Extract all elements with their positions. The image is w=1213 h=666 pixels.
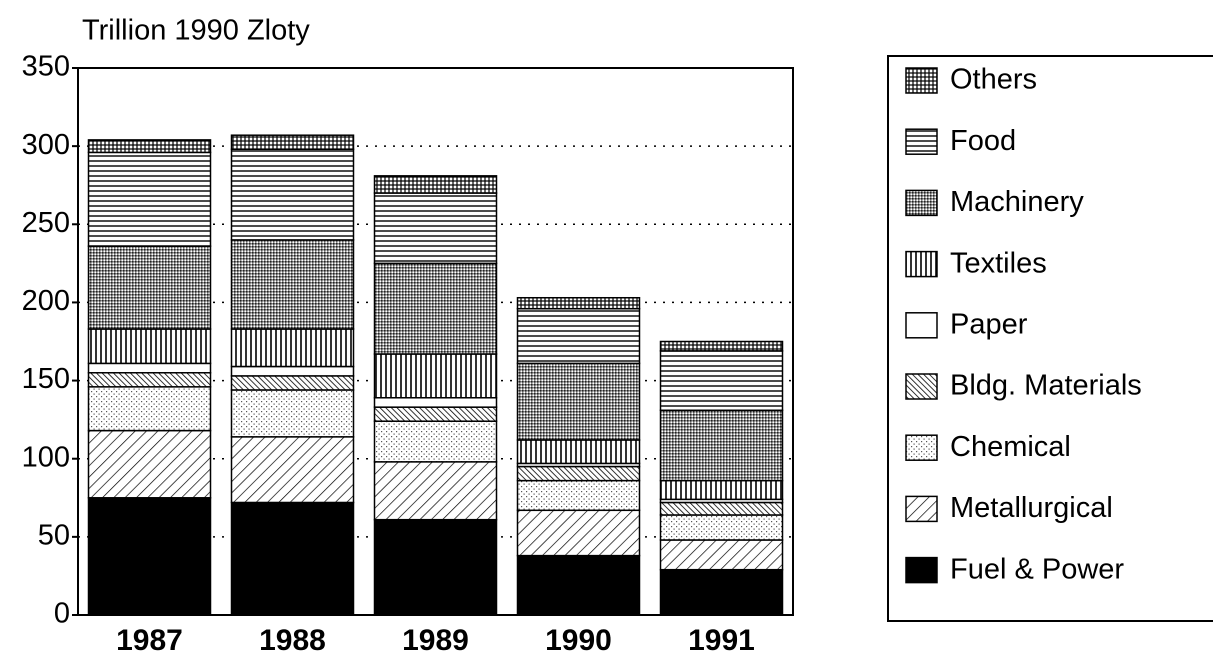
y-tick-label: 100 [22, 441, 70, 473]
bar-segment [659, 479, 784, 501]
bar-segment [373, 397, 498, 408]
legend-swatch [905, 312, 938, 339]
legend-box [887, 55, 1213, 622]
legend-swatch [905, 495, 938, 523]
bar-segment [516, 439, 641, 465]
x-tick-label: 1989 [402, 624, 469, 657]
bar-segment [373, 420, 498, 463]
legend-swatch [905, 128, 938, 155]
legend-label: Metallurgical [950, 492, 1113, 524]
bar-segment [230, 389, 355, 438]
bar-segment [87, 362, 212, 374]
bar-segment [373, 175, 498, 194]
y-tick-label: 150 [22, 363, 70, 395]
bar-segment [373, 353, 498, 399]
bar-segment [87, 328, 212, 365]
bar-segment [516, 509, 641, 557]
bar-segment [230, 239, 355, 330]
x-tick-label: 1990 [545, 624, 612, 657]
legend-label: Textiles [950, 247, 1047, 279]
bar-segment [516, 307, 641, 365]
legend-label: Chemical [950, 431, 1071, 463]
bar-segment [659, 568, 784, 616]
bar-segment [230, 501, 355, 616]
legend-label: Bldg. Materials [950, 370, 1142, 402]
bar-segment [659, 340, 784, 352]
y-tick-label: 0 [54, 598, 70, 630]
legend-label: Food [950, 125, 1016, 157]
bar-segment [230, 436, 355, 504]
bar-segment [373, 518, 498, 616]
bar-segment [87, 245, 212, 330]
bar-segment [87, 497, 212, 616]
bar-segment [373, 262, 498, 355]
bar-segment [230, 365, 355, 377]
legend-swatch [905, 556, 938, 584]
legend-swatch [905, 67, 938, 94]
bar-segment [659, 409, 784, 482]
legend-swatch [905, 373, 938, 400]
legend-label: Others [950, 64, 1037, 96]
legend-label: Fuel & Power [950, 553, 1124, 585]
bar-segment [87, 386, 212, 432]
legend-swatch [905, 189, 938, 217]
y-axis-title: Trillion 1990 Zloty [82, 15, 310, 47]
bar-segment [87, 151, 212, 247]
plot-frame [77, 67, 794, 616]
legend-swatch [905, 434, 938, 461]
y-tick-label: 300 [22, 129, 70, 161]
x-tick-label: 1987 [116, 624, 183, 657]
y-tick-label: 200 [22, 285, 70, 317]
bar-segment [659, 514, 784, 541]
bar-segment [230, 375, 355, 391]
legend-swatch [905, 250, 938, 278]
bar-segment [516, 479, 641, 512]
bar-segment [516, 362, 641, 441]
x-tick-label: 1988 [259, 624, 326, 657]
bar-segment [516, 465, 641, 482]
bar-segment [230, 328, 355, 368]
bar-segment [87, 429, 212, 499]
bar-segment [659, 539, 784, 571]
y-tick-label: 350 [22, 51, 70, 83]
bar-segment [659, 350, 784, 412]
legend-label: Machinery [950, 186, 1084, 218]
legend-label: Paper [950, 308, 1028, 340]
bar-segment [373, 406, 498, 422]
bar-segment [373, 461, 498, 521]
bar-segment [87, 372, 212, 388]
bar-segment [230, 148, 355, 241]
bar-segment [659, 501, 784, 516]
y-tick-label: 250 [22, 207, 70, 239]
bar-segment [373, 192, 498, 265]
y-tick-label: 50 [38, 520, 70, 552]
bar-segment [87, 139, 212, 154]
bar-segment [516, 296, 641, 310]
x-tick-label: 1991 [688, 624, 755, 657]
bar-segment [516, 554, 641, 616]
bar-segment [230, 134, 355, 151]
